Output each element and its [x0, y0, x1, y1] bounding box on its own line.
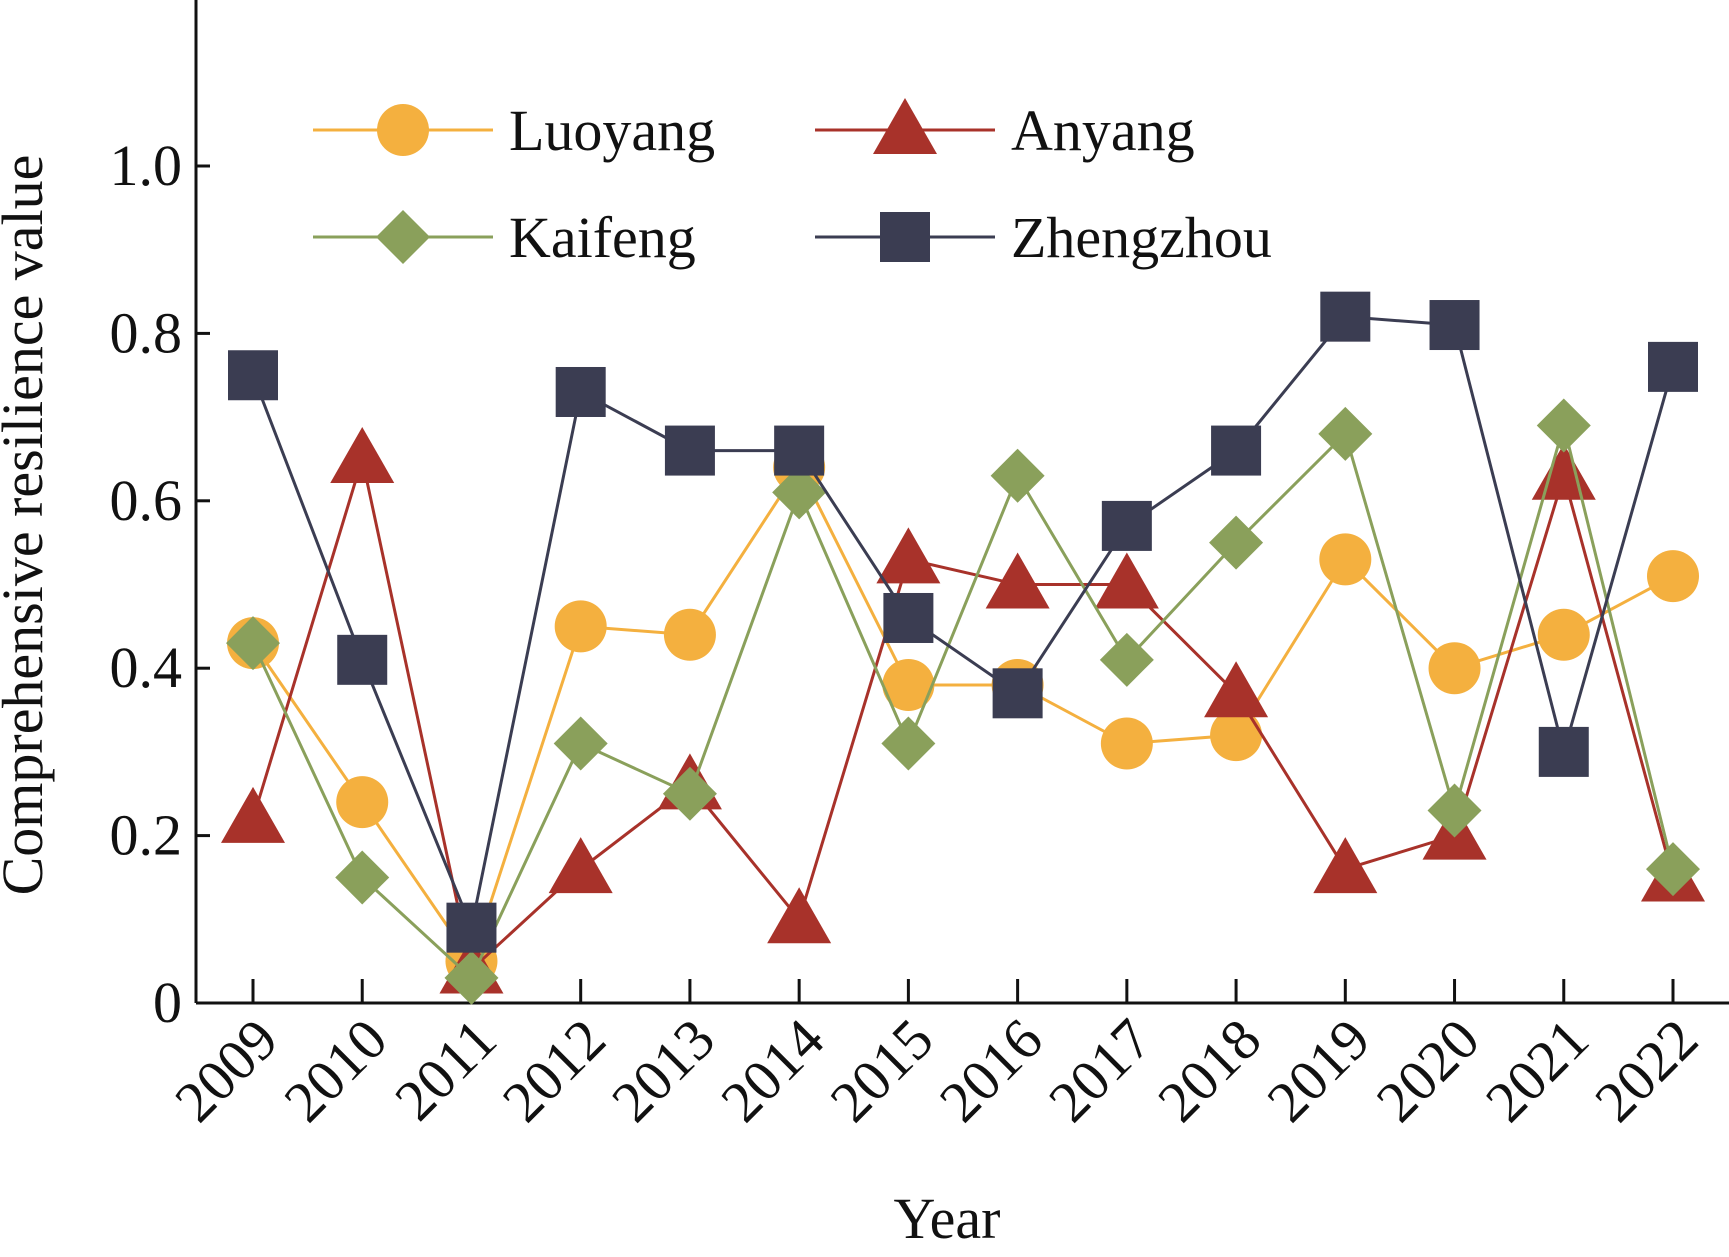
data-point-zhengzhou	[228, 350, 278, 401]
y-tick-label: 0.8	[110, 300, 183, 365]
data-point-kaifeng	[444, 950, 499, 1005]
data-point-anyang	[876, 527, 941, 584]
data-point-zhengzhou	[1320, 291, 1371, 342]
series-line-luoyang	[251, 464, 1674, 965]
data-point-zhengzhou	[1648, 341, 1698, 392]
data-point-kaifeng	[772, 465, 827, 520]
legend-item-zhengzhou: Zhengzhou	[815, 205, 1272, 270]
legend-label: Zhengzhou	[1011, 205, 1272, 270]
data-point-kaifeng	[226, 616, 280, 671]
data-point-kaifeng	[1427, 783, 1482, 838]
data-point-luoyang	[1100, 717, 1153, 770]
x-tick-label: 2021	[1473, 1006, 1601, 1134]
x-tick-label: 2012	[490, 1006, 618, 1134]
data-point-zhengzhou	[1211, 425, 1262, 476]
data-point-luoyang	[663, 608, 716, 661]
data-point-zhengzhou	[883, 592, 934, 643]
data-point-zhengzhou	[1101, 500, 1152, 551]
data-point-anyang	[330, 426, 395, 483]
legend-marker	[376, 210, 430, 264]
y-tick-label: 0.4	[110, 635, 183, 700]
data-point-luoyang	[1428, 642, 1481, 695]
data-point-kaifeng	[1646, 842, 1700, 897]
x-tick-label: 2013	[599, 1006, 727, 1134]
x-tick-label: 2016	[927, 1006, 1055, 1134]
series-kaifeng	[226, 398, 1700, 1005]
x-tick-label: 2018	[1145, 1006, 1273, 1134]
data-point-anyang	[548, 837, 613, 894]
x-tick-label: 2022	[1582, 1006, 1710, 1134]
x-axis-title: Year	[894, 1186, 1001, 1251]
data-point-kaifeng	[990, 448, 1045, 503]
data-point-zhengzhou	[1429, 300, 1480, 351]
x-tick-label: 2017	[1036, 1006, 1164, 1134]
data-point-luoyang	[1537, 608, 1590, 661]
y-tick-label: 0	[153, 970, 182, 1035]
legend-marker	[377, 104, 429, 156]
legend-item-anyang: Anyang	[815, 98, 1195, 163]
data-point-zhengzhou	[446, 902, 497, 953]
y-tick-label: 0.2	[110, 803, 183, 868]
data-point-kaifeng	[881, 716, 936, 771]
data-point-luoyang	[1210, 709, 1263, 762]
x-tick-label: 2011	[382, 1006, 508, 1132]
data-point-anyang	[1313, 837, 1378, 894]
legend-item-kaifeng: Kaifeng	[313, 205, 696, 270]
data-point-anyang	[221, 786, 285, 843]
series-line-anyang	[251, 452, 1675, 973]
x-tick-label: 2019	[1255, 1006, 1383, 1134]
x-tick-label: 2014	[708, 1006, 836, 1134]
legend: Luoyang Anyang Kaifeng Zhengzhou	[313, 98, 1272, 270]
y-tick-label: 0.6	[110, 468, 183, 533]
data-point-kaifeng	[662, 766, 717, 821]
data-point-anyang	[1204, 661, 1269, 718]
x-tick-label: 2010	[271, 1006, 399, 1134]
data-point-luoyang	[336, 776, 389, 829]
legend-item-luoyang: Luoyang	[313, 98, 715, 163]
series-layer	[221, 291, 1705, 1005]
data-point-luoyang	[1647, 550, 1699, 603]
data-point-kaifeng	[1318, 406, 1373, 461]
data-point-zhengzhou	[337, 634, 388, 685]
legend-marker	[873, 98, 937, 154]
series-line-kaifeng	[251, 419, 1675, 981]
data-point-luoyang	[882, 658, 935, 711]
data-point-kaifeng	[335, 850, 390, 905]
data-point-luoyang	[1319, 533, 1372, 586]
legend-label: Anyang	[1011, 98, 1195, 163]
data-point-zhengzhou	[664, 425, 715, 476]
y-tick-label: 1.0	[110, 133, 183, 198]
data-point-kaifeng	[553, 716, 608, 771]
legend-label: Kaifeng	[509, 205, 696, 270]
data-point-anyang	[985, 552, 1050, 609]
legend-marker	[880, 212, 930, 262]
series-zhengzhou	[228, 291, 1698, 953]
data-point-kaifeng	[1209, 515, 1264, 570]
data-point-zhengzhou	[992, 668, 1043, 719]
data-point-zhengzhou	[1538, 726, 1589, 777]
data-point-zhengzhou	[555, 366, 606, 417]
data-point-anyang	[767, 887, 832, 944]
x-tick-label: 2020	[1364, 1006, 1492, 1134]
y-axis-title: Comprehensive resilience value	[0, 155, 55, 896]
data-point-anyang	[1094, 552, 1159, 609]
data-point-luoyang	[554, 600, 607, 653]
legend-label: Luoyang	[509, 98, 715, 163]
data-point-kaifeng	[1099, 632, 1154, 687]
data-point-zhengzhou	[774, 425, 825, 476]
x-tick-label: 2015	[818, 1006, 946, 1134]
data-point-kaifeng	[1536, 398, 1591, 453]
